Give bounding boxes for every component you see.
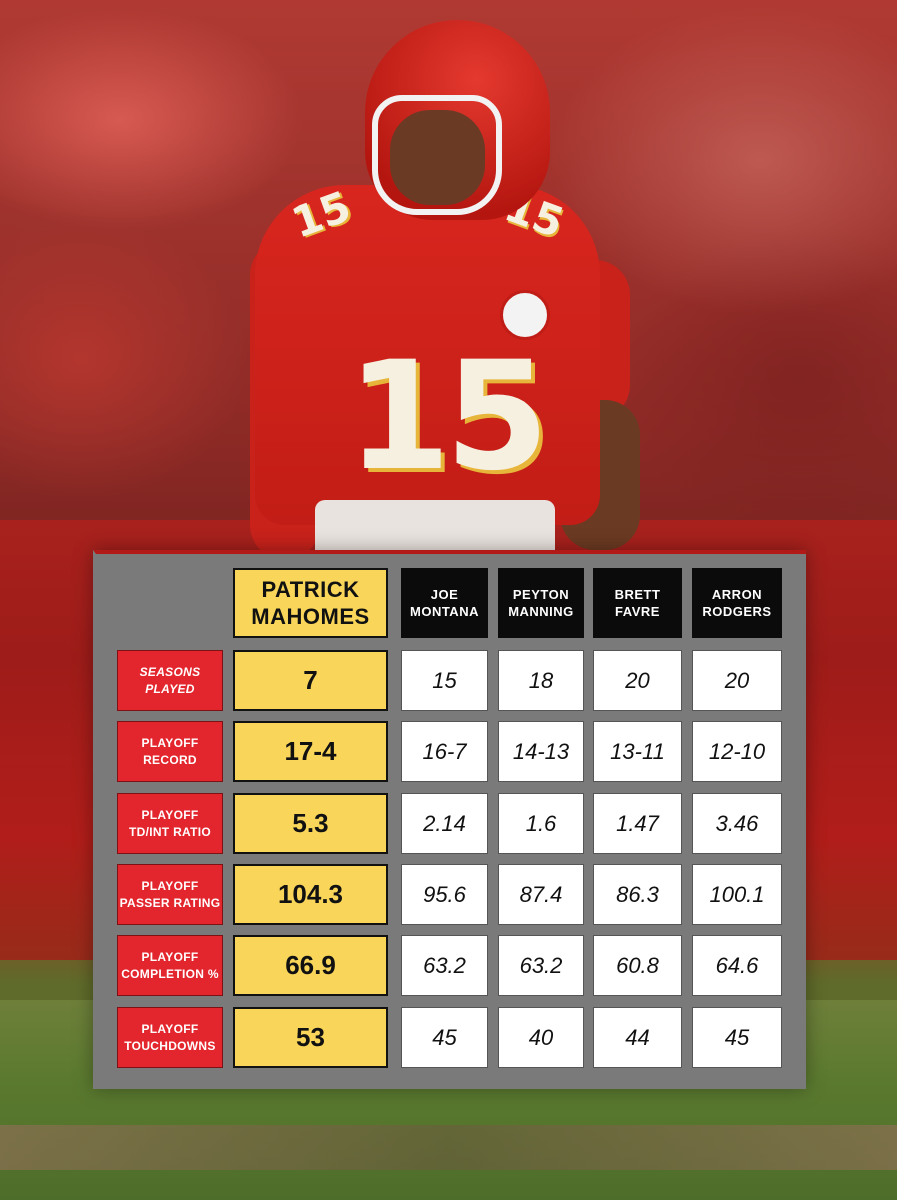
- row-label-playoff-completion: PLAYOFF COMPLETION %: [117, 935, 223, 996]
- mahomes-touchdowns: 53: [233, 1007, 388, 1068]
- rodgers-completion: 64.6: [692, 935, 782, 996]
- manning-td-int-ratio: 1.6: [498, 793, 584, 854]
- mahomes-playoff-record: 17-4: [233, 721, 388, 782]
- helmet-facemask: [372, 95, 502, 215]
- stats-comparison-table: PATRICK MAHOMES JOE MONTANA PEYTON MANNI…: [93, 550, 806, 1089]
- favre-seasons-played: 20: [593, 650, 682, 711]
- player-jersey: [255, 185, 600, 525]
- player-header-arron-rodgers: ARRON RODGERS: [692, 568, 782, 638]
- rodgers-touchdowns: 45: [692, 1007, 782, 1068]
- favre-passer-rating: 86.3: [593, 864, 682, 925]
- montana-seasons-played: 15: [401, 650, 488, 711]
- rodgers-td-int-ratio: 3.46: [692, 793, 782, 854]
- favre-td-int-ratio: 1.47: [593, 793, 682, 854]
- montana-completion: 63.2: [401, 935, 488, 996]
- row-label-playoff-record: PLAYOFF RECORD: [117, 721, 223, 782]
- row-label-playoff-td-int-ratio: PLAYOFF TD/INT RATIO: [117, 793, 223, 854]
- player-header-joe-montana: JOE MONTANA: [401, 568, 488, 638]
- player-photo: 15 15 15: [0, 0, 897, 560]
- player-header-brett-favre: BRETT FAVRE: [593, 568, 682, 638]
- row-label-seasons-played: SEASONS PLAYED: [117, 650, 223, 711]
- rodgers-passer-rating: 100.1: [692, 864, 782, 925]
- player-header-patrick-mahomes: PATRICK MAHOMES: [233, 568, 388, 638]
- montana-passer-rating: 95.6: [401, 864, 488, 925]
- mahomes-completion: 66.9: [233, 935, 388, 996]
- manning-touchdowns: 40: [498, 1007, 584, 1068]
- team-logo-patch: [500, 290, 550, 340]
- manning-completion: 63.2: [498, 935, 584, 996]
- mahomes-passer-rating: 104.3: [233, 864, 388, 925]
- player-header-peyton-manning: PEYTON MANNING: [498, 568, 584, 638]
- montana-playoff-record: 16-7: [401, 721, 488, 782]
- mahomes-seasons-played: 7: [233, 650, 388, 711]
- favre-playoff-record: 13-11: [593, 721, 682, 782]
- manning-seasons-played: 18: [498, 650, 584, 711]
- jersey-number: 15: [346, 330, 550, 504]
- manning-playoff-record: 14-13: [498, 721, 584, 782]
- montana-touchdowns: 45: [401, 1007, 488, 1068]
- manning-passer-rating: 87.4: [498, 864, 584, 925]
- row-label-playoff-passer-rating: PLAYOFF PASSER RATING: [117, 864, 223, 925]
- favre-touchdowns: 44: [593, 1007, 682, 1068]
- rodgers-seasons-played: 20: [692, 650, 782, 711]
- favre-completion: 60.8: [593, 935, 682, 996]
- row-label-playoff-touchdowns: PLAYOFF TOUCHDOWNS: [117, 1007, 223, 1068]
- mahomes-td-int-ratio: 5.3: [233, 793, 388, 854]
- rodgers-playoff-record: 12-10: [692, 721, 782, 782]
- field-turf-mark: [0, 1125, 897, 1170]
- montana-td-int-ratio: 2.14: [401, 793, 488, 854]
